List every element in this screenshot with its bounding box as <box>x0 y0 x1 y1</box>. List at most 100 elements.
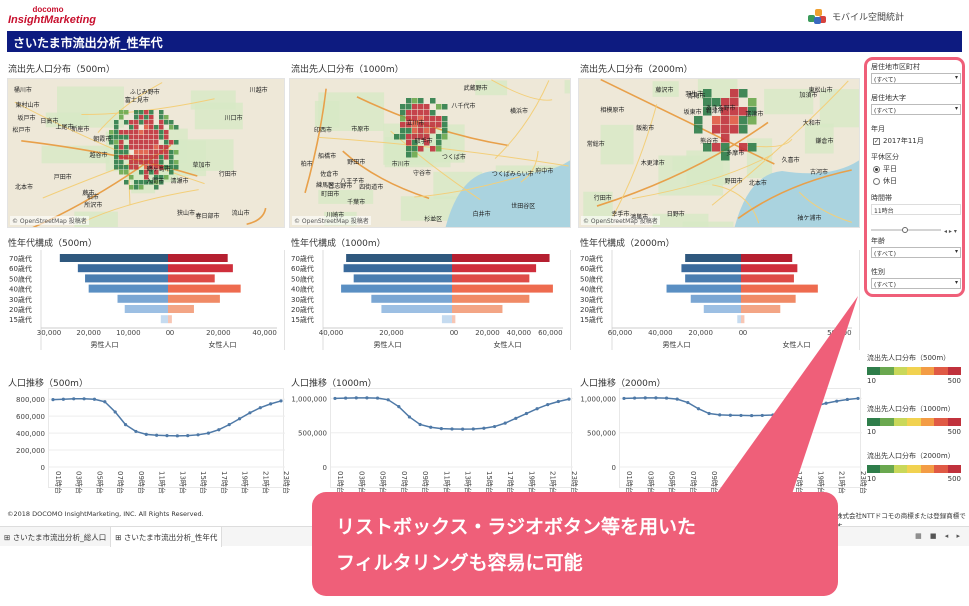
town-label: 白井市 <box>472 211 491 219</box>
female-axis-label: 女性人口 <box>494 340 522 349</box>
town-label: 千葉市 <box>347 199 366 207</box>
x-tick-label: 19時台 <box>816 471 825 494</box>
age-label: 70歳代 <box>9 254 32 263</box>
filter-month-checkbox[interactable]: ✓ 2017年11月 <box>873 136 924 146</box>
heat-cell <box>134 130 139 135</box>
heat-cell <box>129 185 134 190</box>
y-tick-label: 500,000 <box>298 430 327 438</box>
heat-cell <box>139 185 144 190</box>
x-tick-label: 15時台 <box>485 471 494 494</box>
age-label: 60歳代 <box>580 264 603 273</box>
filter-age-select[interactable]: (すべて) ▾ <box>871 247 961 258</box>
filter-day-weekday-radio[interactable]: 平日 <box>873 164 897 174</box>
heat-cell <box>129 145 134 150</box>
age-label: 70歳代 <box>580 254 603 263</box>
data-point <box>269 402 273 406</box>
male-axis-label: 男性人口 <box>91 340 119 349</box>
filter-city-select[interactable]: (すべて) ▾ <box>871 73 961 84</box>
data-point <box>155 433 159 437</box>
heat-cell <box>159 160 164 165</box>
heat-cell <box>169 155 174 160</box>
map-1000[interactable]: © OpenStreetMap 投稿者 柏市 市川市 船橋市 練馬区 杉並区 世田谷区 武蔵… <box>289 78 571 228</box>
tab-sex-age[interactable]: ⊞ さいたま市流出分析_性年代 <box>111 527 223 547</box>
heat-cell <box>721 107 730 116</box>
female-bar <box>452 274 530 283</box>
age-label: 40歳代 <box>291 285 314 294</box>
x-tick-label: 21時台 <box>261 471 270 494</box>
service-logo-text: モバイル空間統計 <box>832 13 905 23</box>
heat-cell <box>144 135 149 140</box>
heat-cell <box>418 116 424 122</box>
map-500[interactable]: © OpenStreetMap 投稿者 北本市 行田市 桶川市 上尾市 川越市 坂戸市 鶴ヶ… <box>7 78 285 228</box>
female-bar <box>452 294 530 303</box>
heat-cell <box>114 160 119 165</box>
heat-cell <box>164 135 169 140</box>
data-point <box>397 405 401 409</box>
heat-cell <box>149 160 154 165</box>
heat-cell <box>712 143 721 152</box>
line-chart-1000: 1,000,000 500,000 0 01時台 03時台 05時台 07時台 09時台 11時… <box>291 388 579 494</box>
heat-cell <box>430 122 436 128</box>
heat-cell <box>418 110 424 116</box>
heat-cell <box>159 115 164 120</box>
town-label: 守谷市 <box>412 170 431 178</box>
logo-line1: docomo <box>32 5 64 14</box>
filter-sex-select[interactable]: (すべて) ▾ <box>871 278 961 289</box>
heat-cell <box>119 145 124 150</box>
heat-cell <box>139 115 144 120</box>
tab-label: さいたま市流出分析_性年代 <box>123 533 218 542</box>
data-point <box>675 397 679 401</box>
heat-cell <box>164 140 169 145</box>
heat-cell <box>412 98 418 104</box>
heat-cell <box>119 130 124 135</box>
heat-cell <box>406 134 412 140</box>
data-point <box>622 396 626 401</box>
data-point <box>471 427 475 431</box>
heat-cell <box>124 120 129 125</box>
female-bar <box>741 264 798 273</box>
female-bar <box>168 284 241 293</box>
legend-color-bar <box>867 418 961 426</box>
data-point <box>750 413 754 418</box>
town-label: 松戸市 <box>12 126 31 134</box>
filter-time-slider[interactable]: ◂ ▸ ▾ <box>871 219 961 235</box>
data-point <box>134 429 138 434</box>
heat-cell <box>114 165 119 170</box>
heat-cell <box>169 120 174 125</box>
age-label: 30歳代 <box>9 295 32 304</box>
x-tick-label: 15時台 <box>199 471 208 494</box>
sheet-nav-controls[interactable]: ▦ ■ ◂ ▸ <box>915 532 963 540</box>
line-2000-title: 人口推移（2000m） <box>580 379 666 389</box>
page-title: さいたま市流出分析_性年代 <box>7 31 962 52</box>
tab-total-population[interactable]: ⊞ さいたま市流出分析_総人口 <box>0 527 112 547</box>
heat-cell <box>154 175 159 180</box>
x-tick-label: 19時台 <box>527 471 536 494</box>
filter-day-holiday-radio[interactable]: 休日 <box>873 176 897 186</box>
heat-cell <box>144 175 149 180</box>
callout-line2: フィルタリングも容易に可能 <box>336 552 583 574</box>
male-tick: 20,000 <box>379 329 404 337</box>
data-point <box>386 398 390 402</box>
town-label: 鎌倉市 <box>815 137 834 145</box>
heat-cell <box>748 107 757 116</box>
heat-cell <box>730 98 739 107</box>
filter-aza-select[interactable]: (すべて) ▾ <box>871 104 961 115</box>
town-label: つくばみらい市 <box>491 171 534 179</box>
x-tick-label: 13時台 <box>464 471 473 494</box>
heat-cell <box>436 146 442 152</box>
female-bar <box>168 294 220 303</box>
heat-cell <box>174 150 179 155</box>
town-label: 入間市 <box>146 178 165 186</box>
heat-cell <box>144 140 149 145</box>
town-label: 久喜市 <box>781 157 800 165</box>
filter-time-label: 時間帯 <box>871 194 892 202</box>
heat-cell <box>149 110 154 115</box>
filter-sex-label: 性別 <box>871 268 885 276</box>
female-tick: 0 <box>170 329 174 337</box>
heat-cell <box>144 145 149 150</box>
data-point <box>196 433 200 437</box>
data-point <box>643 396 647 400</box>
map-2000[interactable]: © OpenStreetMap 投稿者 野田市 久喜市 幸手市 加須市 羽生市 古河市 坂東… <box>578 78 860 228</box>
female-axis-label: 女性人口 <box>209 340 237 349</box>
heat-cell <box>139 110 144 115</box>
